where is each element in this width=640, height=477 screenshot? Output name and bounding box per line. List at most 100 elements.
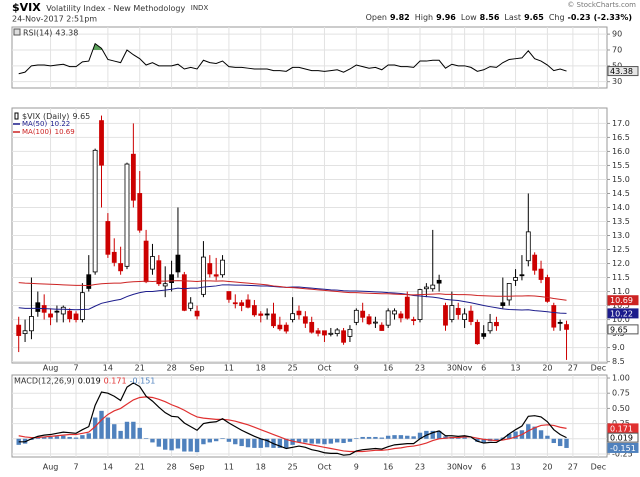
histogram-bar: [456, 437, 461, 439]
histogram-bar: [385, 435, 391, 439]
histogram-bar: [239, 438, 244, 447]
candle-body: [29, 316, 34, 332]
candle-body: [557, 321, 563, 324]
candle-body: [443, 305, 448, 326]
histogram-bar: [411, 436, 416, 439]
x-tick-label: 13: [510, 463, 520, 472]
candle-body: [462, 313, 468, 320]
candle-body: [213, 274, 219, 277]
candle-body: [519, 274, 525, 277]
quote-percent: (-2.33%): [594, 13, 632, 22]
quote-value: 9.82: [390, 13, 410, 22]
histogram-bar: [557, 438, 563, 447]
candle-body: [258, 313, 264, 316]
histogram-bar: [417, 432, 423, 439]
legend: MA(50) 10.22: [22, 120, 70, 128]
legend-value: 0.019: [78, 376, 101, 385]
candle-body: [67, 310, 73, 320]
histogram-bar: [475, 438, 480, 442]
candle-body: [481, 333, 487, 337]
histogram-bar: [341, 438, 346, 444]
candle-body: [564, 324, 569, 330]
candle-body: [334, 329, 340, 334]
candle-body: [181, 274, 187, 311]
x-tick-label: Dec: [591, 364, 606, 373]
histogram-bar: [92, 417, 98, 439]
histogram-bar: [564, 438, 569, 448]
signal-line: [18, 396, 567, 453]
y-tick-label: 0.75: [612, 389, 630, 398]
candle-body: [513, 277, 518, 281]
histogram-bar: [54, 436, 60, 439]
y-tick-label: 11.5: [612, 273, 630, 282]
histogram-bar: [347, 438, 353, 442]
x-tick-label: 20: [542, 364, 552, 373]
histogram-bar: [124, 421, 130, 439]
x-tick-label: Nov: [457, 364, 473, 373]
histogram-bar: [99, 410, 104, 439]
legend-swatch: [13, 28, 21, 36]
candle-body: [417, 289, 423, 320]
candle-body: [360, 310, 366, 318]
candle-body: [130, 153, 136, 201]
macd-line: [18, 382, 567, 456]
x-tick-label: 7: [73, 364, 78, 373]
candle-body: [322, 330, 327, 336]
histogram-bar: [258, 438, 263, 448]
candle-body: [188, 302, 194, 309]
legend: RSI(14) 43.38: [23, 28, 78, 37]
legend-name: $VIX (Daily): [22, 112, 69, 121]
histogram-bar: [188, 438, 193, 452]
legend-value: 43.38: [55, 28, 78, 37]
candle-body: [494, 321, 499, 327]
candle-body: [506, 283, 512, 301]
histogram-bar: [156, 438, 162, 447]
y-tick-label: 15.0: [612, 175, 630, 184]
histogram-bar: [443, 436, 448, 439]
legend-swatch: [14, 112, 19, 120]
candle-body: [551, 305, 557, 328]
rsi-box: [607, 66, 639, 77]
y-tick-label: 70: [612, 45, 622, 54]
candle-body: [373, 321, 378, 324]
y-tick-label: 50: [612, 61, 622, 70]
candle-body: [54, 310, 60, 313]
histogram-bar: [545, 435, 550, 439]
histogram-bar: [430, 430, 435, 439]
histogram-bar: [163, 438, 168, 450]
candle-body: [500, 302, 506, 306]
rsi-value: 43.38: [610, 67, 633, 76]
price-box: [607, 324, 639, 335]
quote-label: Last: [504, 13, 521, 22]
candle-body: [105, 221, 111, 255]
histogram-bar: [143, 438, 149, 439]
x-tick-label: 14: [103, 364, 113, 373]
histogram-bar: [207, 438, 212, 443]
y-tick-label: 10.0: [612, 315, 630, 324]
y-tick-label: 14.0: [612, 203, 630, 212]
candle-body: [201, 256, 206, 295]
candle-body: [73, 313, 79, 320]
panel-frame: [11, 374, 608, 458]
histogram-bar: [67, 436, 72, 439]
candle-body: [283, 324, 289, 332]
y-tick-label: -0.25: [612, 449, 633, 458]
histogram-bar: [494, 438, 499, 441]
candle-body: [99, 120, 104, 166]
candle-body: [80, 292, 85, 320]
ma-line: [18, 284, 567, 314]
histogram-bar: [373, 436, 378, 439]
histogram-bar: [513, 431, 518, 439]
quote-value: 8.56: [480, 13, 500, 22]
ma-value: 10.69: [610, 296, 633, 305]
header-title: $VIX Volatility Index - New Methodology …: [12, 1, 208, 14]
histogram-bar: [366, 436, 372, 439]
candle-body: [379, 324, 385, 331]
y-tick-label: 16.5: [612, 133, 630, 142]
histogram-box: [607, 442, 639, 453]
x-tick-label: 9: [354, 463, 359, 472]
histogram-bar: [137, 427, 142, 439]
histogram-bar: [379, 437, 384, 439]
candle-body: [251, 305, 257, 316]
